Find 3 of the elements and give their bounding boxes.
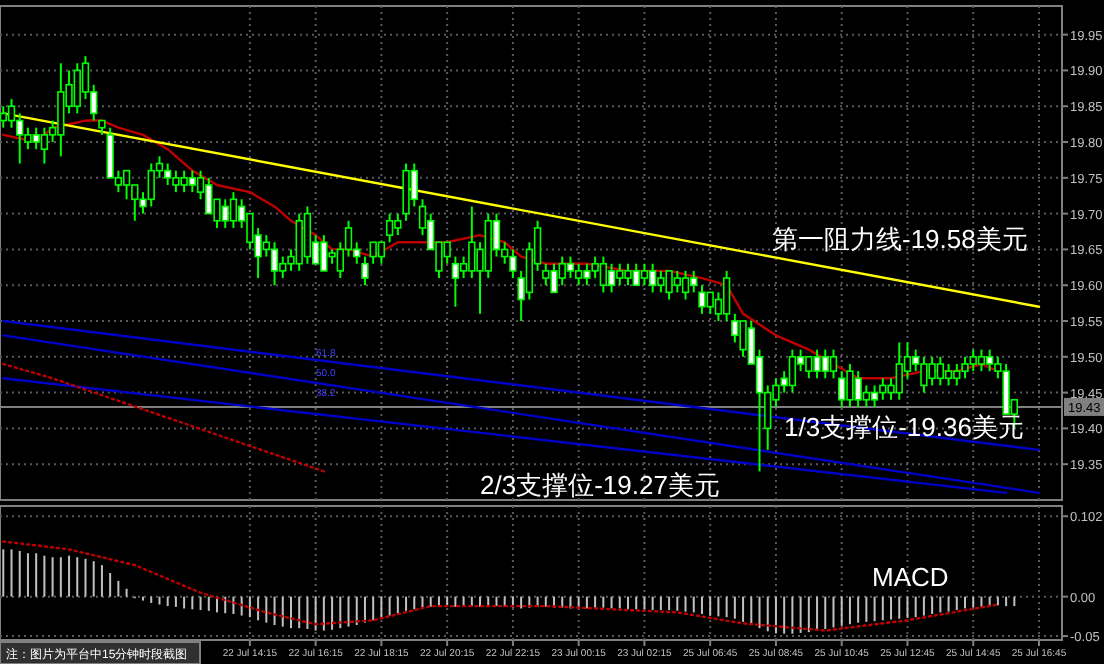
annotation: MACD [872, 562, 949, 592]
annotation: 第一阻力线-19.58美元 [772, 224, 1028, 254]
annotation: 2/3支撑位-19.27美元 [480, 470, 720, 500]
